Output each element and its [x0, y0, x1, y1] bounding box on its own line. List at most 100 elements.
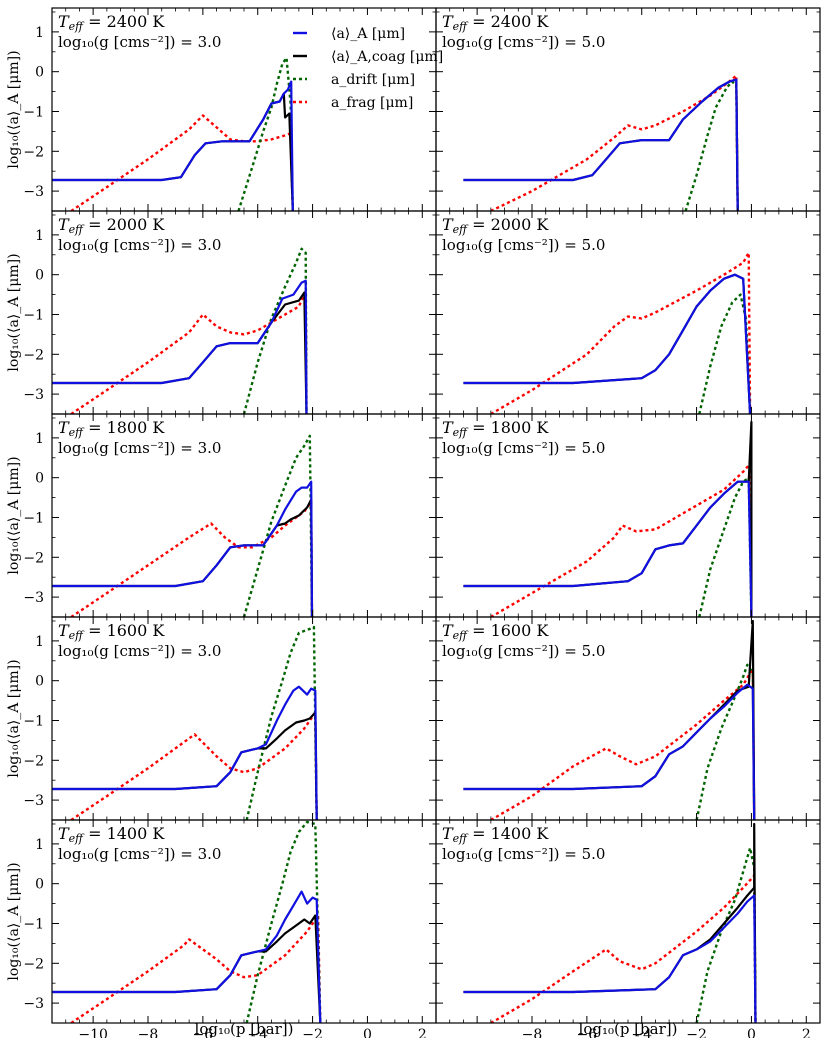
- y-tick-label: −3: [23, 387, 44, 403]
- panel-logg-label: log₁₀(g [cms⁻²]) = 5.0: [442, 642, 605, 660]
- panel-teff-label: Teff = 1600 K: [58, 621, 165, 642]
- legend-label-mean: ⟨a⟩_A [μm]: [331, 26, 405, 42]
- series-drift: [237, 56, 294, 211]
- y-tick-label: −1: [23, 307, 44, 323]
- series-drift: [698, 476, 753, 617]
- series-frag: [70, 114, 294, 211]
- y-axis-label: log₁₀(⟨a⟩_A [μm]): [6, 253, 22, 371]
- series-frag: [490, 74, 739, 211]
- series-frag: [70, 914, 322, 1023]
- y-tick-label: −1: [23, 510, 44, 526]
- panel-logg-label: log₁₀(g [cms⁻²]) = 3.0: [58, 236, 221, 254]
- y-tick-label: 0: [35, 471, 44, 487]
- x-tick-label: −10: [78, 1027, 108, 1038]
- y-tick-label: −3: [23, 793, 44, 809]
- series-drift: [242, 434, 314, 617]
- series-drift: [684, 80, 739, 211]
- panel-logg-label: log₁₀(g [cms⁻²]) = 3.0: [58, 439, 221, 457]
- panel-logg-label: log₁₀(g [cms⁻²]) = 5.0: [442, 33, 605, 51]
- series-drift: [245, 625, 318, 820]
- panel-teff-label: Teff = 1800 K: [442, 418, 549, 439]
- y-tick-label: −2: [23, 347, 44, 363]
- panel-teff-label: Teff = 1400 K: [58, 824, 165, 845]
- x-tick-label: −6: [577, 1027, 598, 1038]
- y-axis-label: log₁₀(⟨a⟩_A [μm]): [6, 456, 22, 574]
- series-coag: [52, 291, 308, 414]
- series-coag: [463, 78, 739, 211]
- y-tick-label: 0: [35, 877, 44, 893]
- x-tick-label: 0: [363, 1027, 372, 1038]
- y-tick-label: −2: [23, 550, 44, 566]
- panel-teff-label: Teff = 1800 K: [58, 418, 165, 439]
- series-drift: [695, 846, 757, 1023]
- x-tick-label: −4: [247, 1027, 268, 1038]
- y-tick-label: −1: [23, 713, 44, 729]
- series-frag: [70, 500, 314, 617]
- x-tick-label: 2: [418, 1027, 427, 1038]
- x-tick-label: −2: [686, 1027, 707, 1038]
- x-tick-label: −4: [631, 1027, 652, 1038]
- series-mean: [463, 78, 739, 211]
- y-axis-label: log₁₀(⟨a⟩_A [μm]): [6, 50, 22, 168]
- y-axis-label: log₁₀(⟨a⟩_A [μm]): [6, 862, 22, 980]
- series-frag: [70, 289, 308, 414]
- y-tick-label: −2: [23, 956, 44, 972]
- y-tick-label: 0: [35, 268, 44, 284]
- y-tick-label: −1: [23, 916, 44, 932]
- legend-label-drift: a_drift [μm]: [331, 72, 415, 88]
- legend: ⟨a⟩_A [μm] ⟨a⟩_A,coag [μm] a_drift [μm] a_f…: [293, 26, 443, 111]
- panel-teff-label: Teff = 2400 K: [58, 12, 165, 33]
- panel-5: −3 −2 −1 0 1 log₁₀(⟨a⟩_A [μm]) Teff = 1800 Klo…: [6, 413, 437, 618]
- panel-logg-label: log₁₀(g [cms⁻²]) = 3.0: [58, 33, 221, 51]
- panel-logg-label: log₁₀(g [cms⁻²]) = 5.0: [442, 439, 605, 457]
- series-frag: [490, 667, 756, 820]
- y-tick-label: −3: [23, 590, 44, 606]
- y-tick-label: 0: [35, 674, 44, 690]
- panel-logg-label: log₁₀(g [cms⁻²]) = 5.0: [442, 236, 605, 254]
- panel-teff-label: Teff = 2000 K: [442, 215, 549, 236]
- legend-label-coag: ⟨a⟩_A,coag [μm]: [331, 49, 443, 65]
- y-tick-label: −3: [23, 184, 44, 200]
- y-tick-label: 1: [35, 634, 44, 650]
- series-frag: [490, 251, 752, 414]
- y-tick-label: −2: [23, 144, 44, 160]
- series-mean: [463, 273, 752, 414]
- y-tick-label: 1: [35, 431, 44, 447]
- x-tick-label: 2: [802, 1027, 811, 1038]
- series-mean: [52, 80, 294, 211]
- y-tick-label: 1: [35, 837, 44, 853]
- series-frag: [490, 462, 753, 617]
- y-axis-label: log₁₀(⟨a⟩_A [μm]): [6, 659, 22, 777]
- legend-label-frag: a_frag [μm]: [331, 95, 413, 111]
- y-tick-label: −2: [23, 753, 44, 769]
- series-coag: [52, 711, 318, 820]
- y-tick-label: −1: [23, 104, 44, 120]
- panel-logg-label: log₁₀(g [cms⁻²]) = 3.0: [58, 642, 221, 660]
- panel-7: −3 −2 −1 0 1 log₁₀(⟨a⟩_A [μm]) Teff = 1600 Klo…: [6, 616, 437, 821]
- y-tick-label: 1: [35, 228, 44, 244]
- series-drift: [242, 247, 308, 414]
- series-mean: [52, 685, 318, 820]
- series-mean: [52, 279, 308, 414]
- y-tick-label: 0: [35, 65, 44, 81]
- panel-teff-label: Teff = 1400 K: [442, 824, 549, 845]
- x-tick-label: −8: [522, 1027, 543, 1038]
- panel-teff-label: Teff = 1600 K: [442, 621, 549, 642]
- x-axis-label-left: log₁₀(p [bar]): [195, 1020, 294, 1038]
- labels-layer: log₁₀(p [bar]) log₁₀(p [bar]): [195, 1020, 678, 1038]
- panel-teff-label: Teff = 2400 K: [442, 12, 549, 33]
- y-tick-label: −3: [23, 996, 44, 1012]
- x-tick-label: −6: [193, 1027, 214, 1038]
- series-mean: [463, 480, 753, 617]
- series-frag: [70, 711, 318, 820]
- x-tick-label: −2: [302, 1027, 323, 1038]
- series-mean: [52, 480, 314, 617]
- series-mean: [463, 894, 757, 1023]
- panel-1: −3 −2 −1 0 1 log₁₀(⟨a⟩_A [μm]) Teff = 2400 Klo…: [6, 7, 437, 212]
